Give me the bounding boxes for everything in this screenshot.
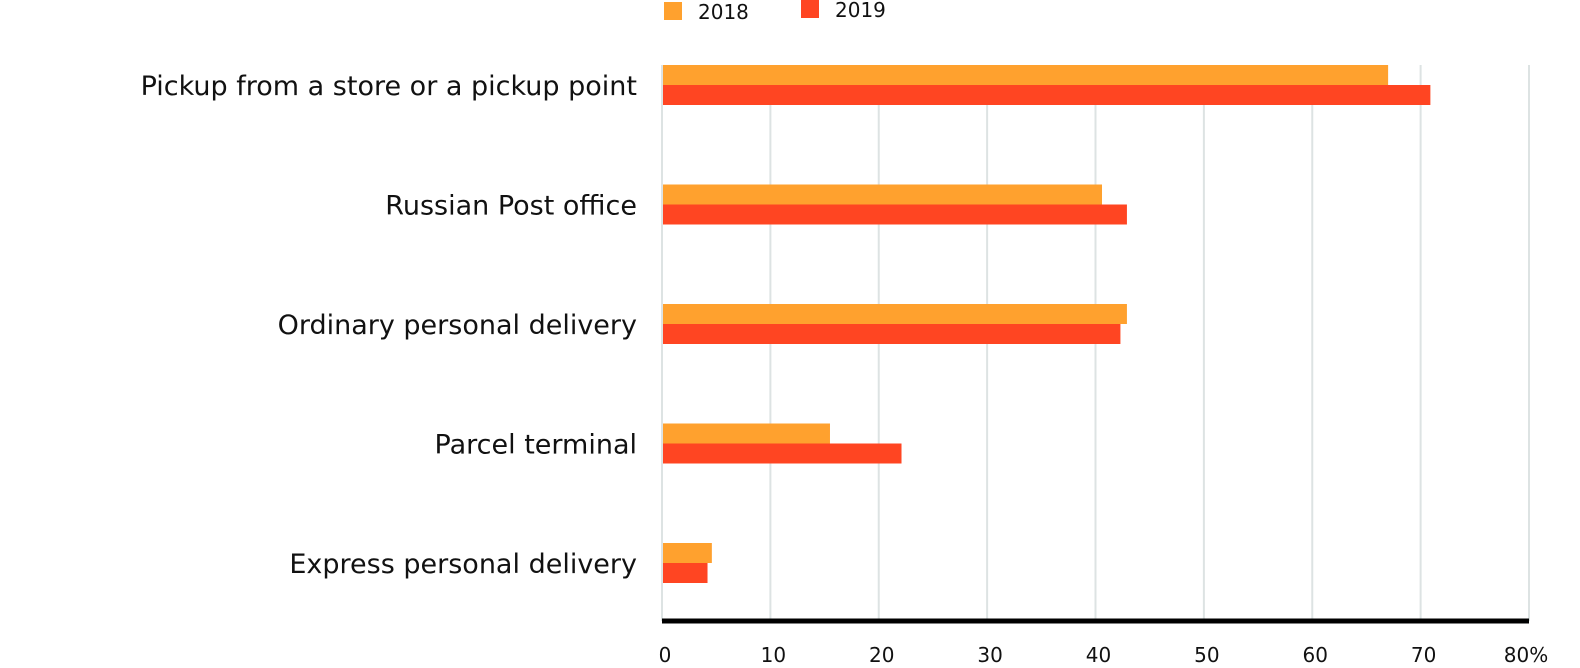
bar-2019 [662, 324, 1121, 344]
category-label: Express personal delivery [289, 549, 637, 580]
x-axis: 0 10 20 30 40 50 60 70 80% [659, 65, 1548, 667]
x-tick-label: 30 [977, 643, 1002, 667]
x-tick-label: 20 [869, 643, 894, 667]
bar-2018 [662, 65, 1389, 85]
x-tick-label: 50 [1194, 643, 1219, 667]
legend-label: 2019 [835, 0, 886, 22]
category-labels: Pickup from a store or a pickup point Rus… [141, 71, 637, 580]
bar-2018 [662, 423, 830, 444]
bar-2019 [662, 563, 708, 583]
x-tick-label: 60 [1303, 643, 1328, 667]
legend-swatch [801, 0, 819, 18]
x-tick-label: 40 [1086, 643, 1111, 667]
bar-2018 [662, 304, 1127, 324]
bar-2019 [662, 85, 1431, 105]
category-label: Ordinary personal delivery [278, 310, 637, 341]
legend-swatch [664, 2, 682, 20]
bar-2019 [662, 443, 902, 464]
legend-label: 2018 [698, 0, 749, 24]
legend: 2018 2019 [664, 0, 886, 24]
x-tick-label: 0 [659, 643, 672, 667]
bar-2019 [662, 204, 1127, 225]
category-label: Russian Post office [385, 191, 637, 222]
bar-2018 [662, 543, 712, 563]
x-tick-label: 70 [1411, 643, 1436, 667]
category-label: Pickup from a store or a pickup point [141, 71, 637, 102]
category-label: Parcel terminal [435, 430, 637, 461]
x-tick-label: 80% [1504, 643, 1548, 667]
x-tick-label: 10 [761, 643, 786, 667]
bars [662, 65, 1431, 583]
bar-2018 [662, 184, 1103, 205]
